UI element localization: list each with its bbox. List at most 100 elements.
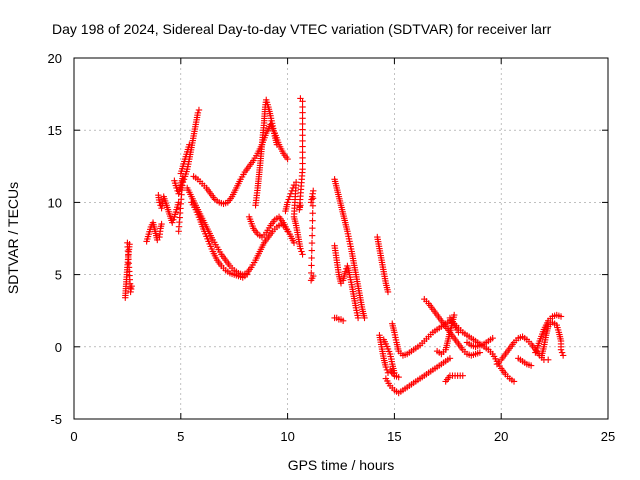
data-point	[559, 352, 567, 359]
y-tick-label: 20	[48, 51, 62, 66]
data-point	[178, 181, 186, 189]
y-axis-label: SDTVAR / TECUs	[5, 182, 21, 294]
data-series	[446, 314, 518, 385]
data-series	[380, 336, 398, 376]
data-series	[515, 355, 535, 369]
data-point	[299, 115, 306, 122]
chart-title: Day 198 of 2024, Sidereal Day-to-day VTE…	[52, 21, 552, 37]
data-point	[175, 228, 182, 235]
data-point	[299, 132, 306, 139]
data-point	[299, 154, 306, 162]
data-series	[282, 178, 306, 258]
data-points	[122, 95, 567, 397]
data-point	[510, 378, 518, 385]
y-tick-label: 15	[48, 123, 62, 138]
data-point	[179, 178, 187, 186]
data-point	[299, 103, 306, 111]
data-series	[374, 233, 392, 296]
data-point	[308, 232, 316, 239]
data-point	[297, 202, 304, 209]
data-series	[331, 314, 347, 325]
data-point	[382, 363, 390, 371]
data-point	[309, 202, 317, 209]
data-series	[532, 311, 565, 356]
data-point	[446, 355, 454, 362]
data-point	[299, 126, 306, 133]
data-point	[558, 349, 566, 356]
data-point	[308, 239, 316, 247]
data-series	[155, 191, 182, 226]
data-point	[180, 176, 188, 183]
data-point	[342, 268, 349, 275]
data-point	[195, 106, 203, 114]
data-point	[476, 349, 484, 356]
data-series	[382, 355, 454, 397]
data-point	[339, 317, 347, 325]
data-point	[284, 228, 291, 235]
y-tick-label: 10	[48, 195, 62, 210]
data-point	[299, 143, 306, 150]
x-tick-label: 15	[387, 429, 401, 444]
data-point	[194, 109, 202, 117]
data-point	[156, 199, 163, 206]
data-point	[299, 120, 306, 128]
data-point	[489, 334, 496, 342]
data-point	[299, 160, 306, 167]
plot-frame	[73, 57, 609, 420]
y-tick-label: -5	[50, 412, 62, 427]
data-point	[298, 248, 305, 255]
data-point	[309, 195, 317, 202]
data-point	[299, 98, 306, 105]
data-series	[463, 334, 496, 350]
data-point	[285, 196, 292, 203]
data-point	[544, 356, 552, 363]
data-point	[310, 187, 317, 195]
data-point	[361, 314, 368, 322]
data-point	[309, 224, 316, 232]
data-series	[143, 219, 165, 245]
data-point	[527, 362, 535, 369]
data-point	[299, 149, 306, 156]
data-point	[354, 314, 362, 322]
data-point	[286, 193, 293, 200]
data-point	[310, 272, 317, 280]
y-tick-label: 5	[55, 268, 62, 283]
data-point	[186, 141, 193, 148]
data-series	[331, 242, 362, 322]
data-series	[188, 199, 251, 281]
data-series	[331, 176, 368, 322]
data-point	[395, 373, 402, 381]
data-series	[538, 319, 567, 359]
data-point	[243, 271, 251, 278]
data-point	[451, 311, 458, 319]
data-point	[128, 282, 135, 290]
x-axis-label: GPS time / hours	[288, 457, 395, 473]
data-point	[459, 372, 466, 379]
y-tick-label: 0	[55, 340, 62, 355]
data-series	[493, 333, 552, 368]
data-series	[442, 372, 466, 385]
x-tick-label: 5	[177, 429, 184, 444]
data-point	[557, 313, 565, 320]
data-point	[391, 369, 398, 376]
data-point	[309, 210, 316, 217]
data-point	[299, 109, 306, 116]
data-series	[245, 213, 291, 241]
data-point	[297, 245, 304, 252]
data-point	[273, 141, 281, 148]
x-tick-label: 20	[494, 429, 508, 444]
data-series	[296, 95, 306, 213]
data-point	[169, 219, 176, 226]
data-series	[177, 141, 193, 177]
axis-ticks	[73, 57, 609, 420]
data-point	[299, 251, 306, 258]
data-point	[308, 247, 316, 254]
data-point	[284, 199, 291, 206]
x-tick-label: 0	[70, 429, 77, 444]
data-point	[309, 217, 316, 224]
data-point	[308, 254, 315, 262]
data-series	[184, 184, 298, 278]
data-point	[170, 216, 177, 223]
data-point	[299, 137, 306, 145]
